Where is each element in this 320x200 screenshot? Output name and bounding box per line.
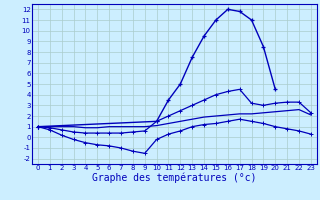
X-axis label: Graphe des températures (°c): Graphe des températures (°c): [92, 173, 257, 183]
